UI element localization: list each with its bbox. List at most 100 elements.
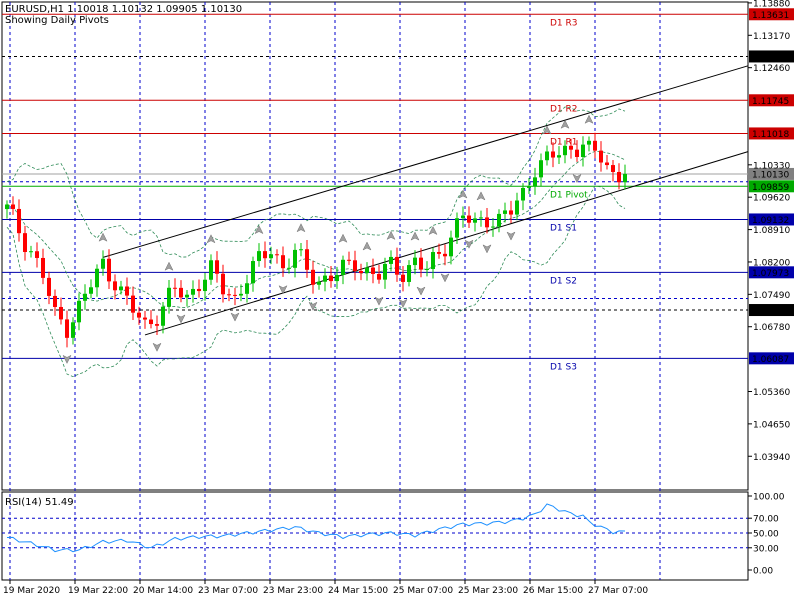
price-tag: [749, 94, 794, 107]
pivot-label: D1 S2: [550, 276, 577, 286]
y-tick-label: 1.06780: [753, 323, 790, 333]
x-tick-label: 25 Mar 23:00: [458, 586, 518, 596]
fractal-down-marker: [308, 301, 318, 311]
candle-body: [281, 255, 285, 269]
pivot-label: D1 S1: [550, 223, 577, 233]
candle-body: [317, 281, 321, 285]
candle-body: [185, 294, 189, 298]
price-tag-value: 1.11018: [752, 130, 789, 140]
candle-body: [155, 324, 159, 326]
fractal-down-marker: [416, 286, 426, 296]
candle-body: [287, 267, 291, 269]
candle-body: [581, 144, 585, 157]
x-tick-label: 25 Mar 07:00: [393, 586, 453, 596]
candle-body: [623, 173, 627, 183]
channel-line: [144, 151, 749, 336]
candle-body: [407, 265, 411, 282]
x-tick-label: 24 Mar 15:00: [328, 586, 388, 596]
axis-labels: 1.13880 1.13170 1.12460 1.10330 1.09620 1.089…: [3, 0, 790, 596]
candle-body: [137, 312, 141, 318]
y-tick-label: 1.07490: [753, 291, 790, 301]
y-tick-label: 1.13880: [753, 0, 790, 9]
candle-body: [203, 279, 207, 292]
bollinger-middle: [6, 150, 626, 308]
candle-body: [335, 275, 339, 282]
candle-body: [17, 208, 21, 234]
chart-subtitle: Showing Daily Pivots: [5, 15, 109, 26]
candle-body: [599, 150, 603, 163]
price-tag-value: 1.10130: [752, 170, 789, 180]
fractal-down-marker: [506, 231, 516, 241]
y-tick-label: 1.08200: [753, 258, 790, 268]
x-tick-label: 26 Mar 15:00: [523, 586, 583, 596]
candle-body: [533, 177, 537, 187]
price-tag-value: 1.06087: [752, 355, 789, 365]
candle-body: [131, 295, 135, 313]
x-tick-label: 20 Mar 14:00: [133, 586, 193, 596]
rsi-indicator: [6, 503, 626, 553]
price-tag: [749, 213, 794, 226]
price-tag: [749, 266, 794, 279]
fractal-up-marker: [458, 189, 468, 199]
candle-body: [47, 277, 51, 296]
fractal-up-marker: [584, 114, 594, 124]
candle-body: [35, 251, 39, 258]
candle-body: [575, 149, 579, 157]
candle-body: [587, 140, 591, 145]
x-tick-label: 23 Mar 23:00: [263, 586, 323, 596]
candle-body: [329, 275, 333, 282]
grid-lines: [2, 2, 748, 580]
price-tag-value: 1.12706: [752, 53, 789, 63]
x-tick-label: 19 Mar 22:00: [68, 586, 128, 596]
rsi-tick-label: 70.00: [753, 515, 779, 525]
fractal-up-marker: [296, 223, 306, 233]
candle-body: [593, 140, 597, 151]
candle-body: [401, 274, 405, 282]
candle-body: [485, 217, 489, 228]
candle-body: [563, 145, 567, 156]
candle-body: [293, 249, 297, 268]
fractal-down-marker: [62, 354, 72, 364]
candle-body: [233, 294, 237, 296]
candle-body: [41, 257, 45, 278]
x-tick-label: 19 Mar 2020: [3, 586, 60, 596]
candle-body: [161, 306, 165, 326]
y-tick-label: 1.12460: [753, 64, 790, 74]
candle-body: [611, 165, 615, 172]
candle-body: [461, 215, 465, 219]
candle-body: [377, 273, 381, 280]
candle-body: [419, 257, 423, 270]
candle-body: [119, 286, 123, 291]
candle-body: [437, 252, 441, 254]
candle-body: [425, 269, 429, 271]
candle-body: [215, 260, 219, 274]
rsi-tick-label: 100.00: [753, 493, 785, 503]
candle-body: [299, 249, 303, 251]
price-tag: [749, 180, 794, 193]
candle-body: [545, 151, 549, 161]
candle-body: [5, 204, 9, 210]
candle-body: [479, 217, 483, 219]
price-tag: [749, 167, 794, 180]
candle-body: [371, 267, 375, 274]
candle-body: [365, 267, 369, 274]
rsi-tick-label: 50.00: [753, 530, 779, 540]
price-tag: [749, 127, 794, 140]
bollinger-upper: [6, 106, 626, 258]
candle-body: [557, 155, 561, 158]
candle-body: [311, 269, 315, 285]
price-tag-value: 1.07973: [752, 269, 789, 279]
candle-body: [569, 145, 573, 150]
candle-body: [473, 218, 477, 223]
candle-body: [263, 251, 267, 259]
price-tag: [749, 8, 794, 21]
y-tick-label: 1.13170: [753, 32, 790, 42]
candle-body: [77, 300, 81, 323]
candle-body: [191, 288, 195, 295]
fractal-down-marker: [152, 342, 162, 352]
candle-body: [455, 218, 459, 238]
price-tag-value: 1.11745: [752, 97, 789, 107]
fractal-down-marker: [176, 314, 186, 324]
bollinger-bands: [6, 106, 626, 378]
candle-body: [389, 256, 393, 264]
